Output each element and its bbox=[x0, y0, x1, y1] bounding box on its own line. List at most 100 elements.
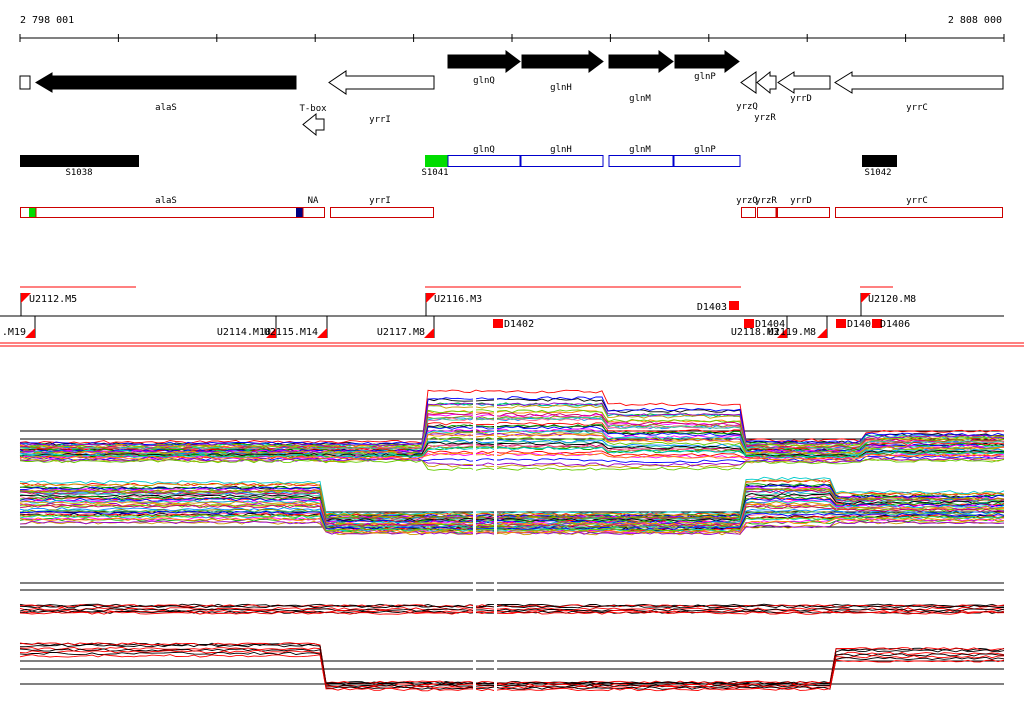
profile-line bbox=[19, 479, 1005, 517]
transcript-box-alaS[interactable] bbox=[20, 207, 325, 218]
profile-line bbox=[19, 436, 1005, 456]
gene-label: yrrI bbox=[369, 115, 391, 125]
shift-label: U2115.M14 bbox=[264, 327, 318, 338]
profile-line bbox=[19, 611, 1005, 615]
gene-yrrI[interactable]: yrrI bbox=[328, 70, 435, 125]
ruler-ticks bbox=[19, 34, 1005, 42]
segment-bar-S1042[interactable] bbox=[862, 155, 897, 167]
gene-arrow-yrzR[interactable] bbox=[756, 70, 777, 95]
gene-yrzQ[interactable]: yrzQ bbox=[736, 71, 758, 112]
breakpoint-D1404[interactable]: D1404 bbox=[744, 319, 785, 330]
breakpoint-D1406[interactable]: D1406 bbox=[872, 319, 910, 330]
gene-glnP[interactable]: glnP bbox=[674, 50, 740, 82]
profile-line bbox=[20, 643, 1005, 686]
upshift-flag bbox=[426, 293, 436, 303]
downshift-U2115.M14[interactable]: U2115.M14 bbox=[264, 316, 328, 338]
downshift-U2118.M3[interactable]: U2118.M3 bbox=[731, 316, 788, 338]
breakpoint-D1405[interactable]: D1405 bbox=[836, 319, 877, 330]
gene-arrow-yrrC[interactable] bbox=[834, 71, 1004, 94]
segment-label: S1038 bbox=[65, 168, 92, 178]
breakpoint-label: D1403 bbox=[697, 302, 727, 313]
transcript-box-yrrI[interactable] bbox=[330, 207, 434, 218]
coordinate-ruler: 2 798 001 2 808 000 bbox=[19, 15, 1005, 42]
gene-arrow-T-box[interactable] bbox=[302, 112, 325, 137]
gene-arrow-yrrI[interactable] bbox=[328, 70, 435, 95]
operon-label: glnQ bbox=[473, 145, 495, 155]
ruler-end-label: 2 808 000 bbox=[948, 15, 1002, 26]
profile-line bbox=[19, 603, 1005, 608]
transcript-label: yrzR bbox=[755, 196, 777, 206]
transcript-box-yrzQ[interactable] bbox=[741, 207, 756, 218]
transcript-label: yrrC bbox=[906, 196, 928, 206]
gene-arrow-glnP[interactable] bbox=[674, 50, 740, 73]
data-gap bbox=[494, 395, 497, 695]
upshift-U2112.M5[interactable]: U2112.M5 bbox=[20, 293, 77, 316]
shift-label: U2117.M8 bbox=[377, 327, 425, 338]
profile-line bbox=[19, 389, 1005, 444]
profile-line bbox=[19, 458, 1005, 471]
gene-glnQ[interactable]: glnQ bbox=[447, 50, 521, 86]
operon-label: glnH bbox=[550, 145, 572, 155]
gene-arrow-yrzQ[interactable] bbox=[740, 71, 757, 94]
profile-line bbox=[19, 504, 1005, 528]
segment-bar-S1038[interactable] bbox=[20, 155, 139, 167]
breakpoint-label: D1406 bbox=[880, 319, 910, 330]
transcript-label: yrrI bbox=[369, 196, 391, 206]
shift-label: U2112.M5 bbox=[29, 294, 77, 305]
downshift-flag bbox=[817, 328, 827, 338]
promoter-marker[interactable] bbox=[425, 155, 448, 167]
gene-label: yrzQ bbox=[736, 102, 758, 112]
operon-box-glnP[interactable] bbox=[673, 155, 741, 167]
downshift-U2119.M8[interactable]: U2119.M8 bbox=[768, 316, 828, 338]
gene-track: alaS T-box yrrI glnQ glnH glnM glnP bbox=[19, 50, 1004, 137]
upshift-U2116.M3[interactable]: U2116.M3 bbox=[425, 293, 482, 316]
breakpoint-D1403[interactable]: D1403 bbox=[697, 301, 739, 313]
transcript-label: NA bbox=[308, 196, 319, 206]
upshift-U2120.M8[interactable]: U2120.M8 bbox=[860, 293, 916, 316]
gene-arrow-yrrD[interactable] bbox=[777, 71, 831, 94]
downshift-flag bbox=[266, 328, 276, 338]
gene-arrow-glnQ[interactable] bbox=[447, 50, 521, 73]
operon-box-glnH[interactable] bbox=[520, 155, 604, 167]
breakpoint-D1402[interactable]: D1402 bbox=[493, 319, 534, 330]
downshift-M19[interactable]: .M19 bbox=[2, 316, 36, 338]
expression-profiles bbox=[19, 389, 1005, 695]
downshift-flag bbox=[317, 328, 327, 338]
profile-line bbox=[19, 495, 1005, 524]
gene-yrzR[interactable]: yrzR bbox=[754, 70, 777, 123]
breakpoint-marker bbox=[493, 319, 503, 328]
profile-line bbox=[19, 604, 1004, 609]
gene-fragment-left[interactable] bbox=[19, 75, 31, 90]
gene-label: glnP bbox=[694, 72, 716, 82]
downshift-flag bbox=[424, 328, 434, 338]
transcript-box-yrzR[interactable] bbox=[757, 207, 777, 218]
breakpoint-marker bbox=[729, 301, 739, 310]
operon-box-glnM[interactable] bbox=[608, 155, 674, 167]
gene-alaS[interactable]: alaS bbox=[35, 72, 297, 113]
transcript-box-yrrD[interactable] bbox=[777, 207, 830, 218]
gene-label: alaS bbox=[155, 103, 177, 113]
downshift-U2117.M8[interactable]: U2117.M8 bbox=[377, 316, 435, 338]
gene-glnH[interactable]: glnH bbox=[521, 50, 604, 93]
data-gap bbox=[473, 395, 476, 695]
breakpoint-label: D1405 bbox=[847, 319, 877, 330]
profile-line bbox=[19, 404, 1005, 448]
shift-track: U2112.M5 U2116.M3 U2120.M8 .M19 U2114.M1… bbox=[0, 286, 1024, 347]
breakpoint-marker bbox=[872, 319, 882, 328]
gene-yrrC[interactable]: yrrC bbox=[834, 71, 1004, 113]
gene-arrow-glnH[interactable] bbox=[521, 50, 604, 73]
downshift-flag bbox=[777, 328, 787, 338]
downshift-U2114.M10[interactable]: U2114.M10 bbox=[217, 316, 277, 338]
gene-glnM[interactable]: glnM bbox=[608, 50, 674, 104]
gene-yrrD[interactable]: yrrD bbox=[777, 71, 831, 104]
profile-line bbox=[19, 499, 1005, 525]
gene-arrow-alaS[interactable] bbox=[35, 72, 297, 93]
profile-line bbox=[19, 501, 1005, 526]
gene-T-box[interactable]: T-box bbox=[299, 104, 327, 137]
gene-arrow-glnM[interactable] bbox=[608, 50, 674, 73]
profile-line bbox=[19, 412, 1005, 450]
operon-box-glnQ[interactable] bbox=[447, 155, 521, 167]
profile-line bbox=[19, 402, 1005, 447]
transcript-box-yrrC[interactable] bbox=[835, 207, 1003, 218]
profile-line bbox=[19, 446, 1005, 459]
